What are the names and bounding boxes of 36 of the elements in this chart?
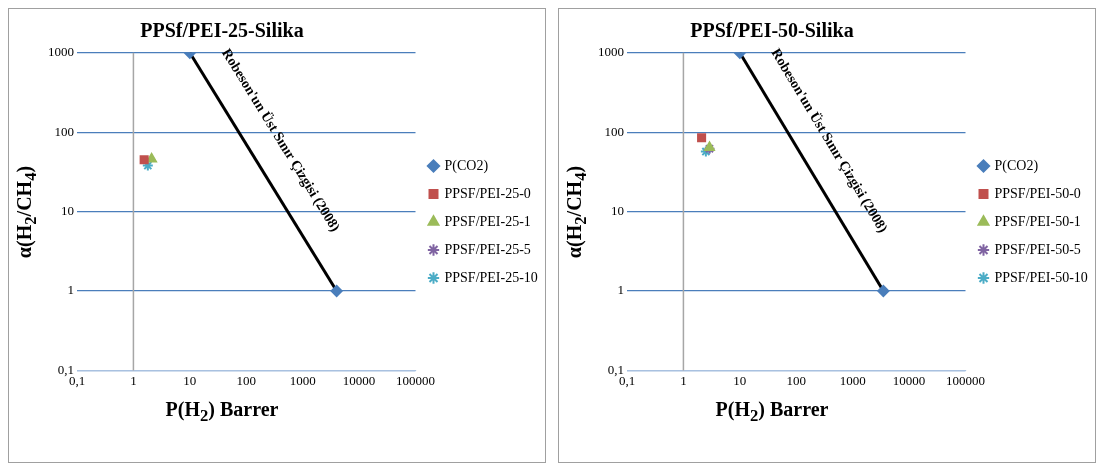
x-tick-label: 100 — [236, 372, 256, 388]
y-tick-label: 0,1 — [57, 361, 74, 377]
x-axis-title: P(H$_{2}$) Barrer — [714, 398, 830, 426]
legend-label: PPSF/PEI-50-5 — [994, 241, 1081, 257]
x-tick-label: 10000 — [342, 372, 376, 388]
legend-label: PPSF/PEI-25-10 — [444, 269, 538, 285]
legend-label: PPSF/PEI-25-0 — [444, 185, 531, 201]
y-tick-label: 10 — [61, 203, 74, 219]
x-axis-title: P(H$_{2}$) Barrer — [164, 398, 280, 426]
legend-label: PPSF/PEI-50-10 — [994, 269, 1088, 285]
x-tick-label: 1000 — [839, 372, 866, 388]
legend-label: P(CO2) — [444, 157, 489, 174]
x-tick-label: 1 — [680, 372, 687, 388]
x-tick-label: 10000 — [892, 372, 926, 388]
legend-label: PPSF/PEI-25-1 — [444, 213, 531, 229]
y-tick-label: 100 — [604, 123, 624, 139]
x-tick-label: 100 — [786, 372, 806, 388]
y-tick-label: 10 — [611, 203, 624, 219]
legend-label: PPSF/PEI-50-1 — [994, 213, 1081, 229]
y-tick-label: 1000 — [598, 44, 624, 60]
chart-title: PPSf/PEI-25-Silika — [139, 19, 305, 42]
chart-title: PPSf/PEI-50-Silika — [689, 19, 855, 42]
legend-label: P(CO2) — [994, 157, 1039, 174]
x-tick-label: 10 — [183, 372, 197, 388]
legend-label: PPSF/PEI-25-5 — [444, 241, 531, 257]
x-tick-label: 100000 — [946, 372, 985, 388]
x-tick-label: 1 — [130, 372, 137, 388]
y-tick-label: 100 — [54, 123, 74, 139]
x-tick-label: 100000 — [396, 372, 435, 388]
y-tick-label: 0,1 — [607, 361, 624, 377]
y-tick-label: 1000 — [48, 44, 74, 60]
legend-label: PPSF/PEI-50-0 — [994, 185, 1081, 201]
x-tick-label: 10 — [733, 372, 747, 388]
x-tick-label: 1000 — [289, 372, 316, 388]
y-tick-label: 1 — [617, 282, 624, 298]
y-tick-label: 1 — [67, 282, 74, 298]
